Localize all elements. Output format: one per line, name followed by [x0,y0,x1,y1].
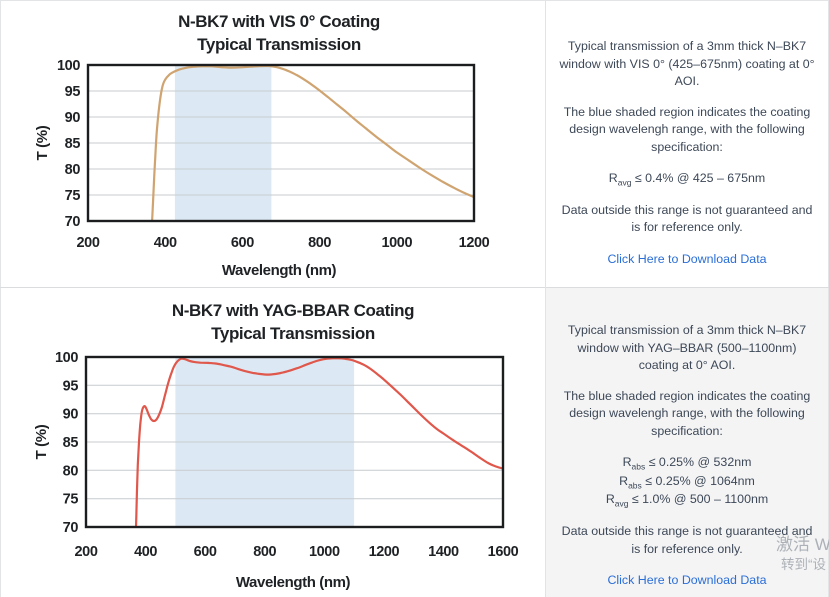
axis-box [84,355,505,529]
x-tick-label: 1200 [459,235,490,251]
yag-info-panel: Typical transmission of a 3mm thick N–BK… [546,288,828,597]
yag-download-data-link[interactable]: Click Here to Download Data [607,573,767,588]
spec-line: Rabs ≤ 0.25% @ 532nm [622,454,752,472]
x-tick-label: 400 [134,544,157,560]
y-tick-label: 85 [63,435,79,451]
watermark-line2: 转到“设 [781,557,826,572]
x-tick-label: 800 [308,235,331,251]
x-tick-label: 1600 [488,544,519,560]
x-tick-label: 600 [194,544,217,560]
y-axis-label: T (%) [33,424,50,459]
x-tick-label: 400 [154,235,177,251]
y-tick-label: 90 [63,407,79,423]
yag-intro-text: Typical transmission of a 3mm thick N–BK… [567,323,807,373]
spec-line: Rabs ≤ 0.25% @ 1064nm [619,473,755,490]
vis0-spec-block: Ravg ≤ 0.4% @ 425 – 675nm [558,170,816,189]
windows-activation-watermark: 激活 W 转到“设 [776,536,829,572]
chart-title-line1: N-BK7 with VIS 0° Coating [178,12,380,31]
chart-title-line2: Typical Transmission [211,324,375,343]
vis0-info-panel: Typical transmission of a 3mm thick N–BK… [546,1,828,287]
y-tick-label: 85 [65,136,81,152]
x-tick-label: 200 [77,235,100,251]
y-axis-label: T (%) [34,125,51,160]
y-tick-label: 95 [65,84,81,100]
vis0-transmission-chart: N-BK7 with VIS 0° Coating Typical Transmi… [1,1,545,287]
x-tick-label: 1000 [309,544,340,560]
vis0-note-text: Data outside this range is not guarantee… [561,202,813,235]
y-tick-label: 75 [63,492,79,508]
yag-spec-block: Rabs ≤ 0.25% @ 532nm Rabs ≤ 0.25% @ 1064… [558,454,816,511]
x-tick-label: 1000 [381,235,412,251]
x-tick-label: 800 [253,544,276,560]
yag-chart-cell: N-BK7 with YAG-BBAR Coating Typical Trans… [1,288,545,597]
x-tick-label: 600 [231,235,254,251]
transmission-curve [134,357,503,527]
spec-line: Ravg ≤ 1.0% @ 500 – 1100nm [605,492,769,509]
y-tick-label: 80 [63,463,79,479]
x-tick-label: 1400 [428,544,459,560]
chart-title-line1: N-BK7 with YAG-BBAR Coating [172,301,414,320]
x-tick-label: 200 [75,544,98,560]
table-border-left [0,0,1,597]
yag-band-text: The blue shaded region indicates the coa… [563,388,811,439]
axis-box [86,63,476,223]
spec-line: Ravg ≤ 0.4% @ 425 – 675nm [608,170,766,188]
row-divider [0,287,829,288]
y-tick-label: 100 [55,350,78,366]
y-tick-label: 70 [65,214,81,230]
x-axis-label: Wavelength (nm) [236,574,351,591]
y-tick-label: 70 [63,520,79,536]
vis0-intro-text: Typical transmission of a 3mm thick N–BK… [559,39,815,89]
vis0-download-data-link[interactable]: Click Here to Download Data [607,251,767,266]
yag-note-text: Data outside this range is not guarantee… [561,524,813,556]
vis0-chart-cell: N-BK7 with VIS 0° Coating Typical Transmi… [1,1,545,287]
x-tick-label: 1200 [369,544,400,560]
table-border-top [0,0,829,1]
column-divider [545,0,546,597]
vis0-band-text: The blue shaded region indicates the coa… [563,104,811,155]
y-tick-label: 80 [65,162,81,178]
watermark-line1: 激活 W [776,535,829,554]
y-tick-label: 95 [63,378,79,394]
yag-transmission-chart: N-BK7 with YAG-BBAR Coating Typical Trans… [1,288,545,596]
y-tick-label: 100 [57,58,80,74]
chart-background [1,1,545,287]
x-axis-label: Wavelength (nm) [222,262,337,279]
y-tick-label: 75 [65,188,81,204]
y-tick-label: 90 [65,110,81,126]
chart-title-line2: Typical Transmission [197,35,361,54]
